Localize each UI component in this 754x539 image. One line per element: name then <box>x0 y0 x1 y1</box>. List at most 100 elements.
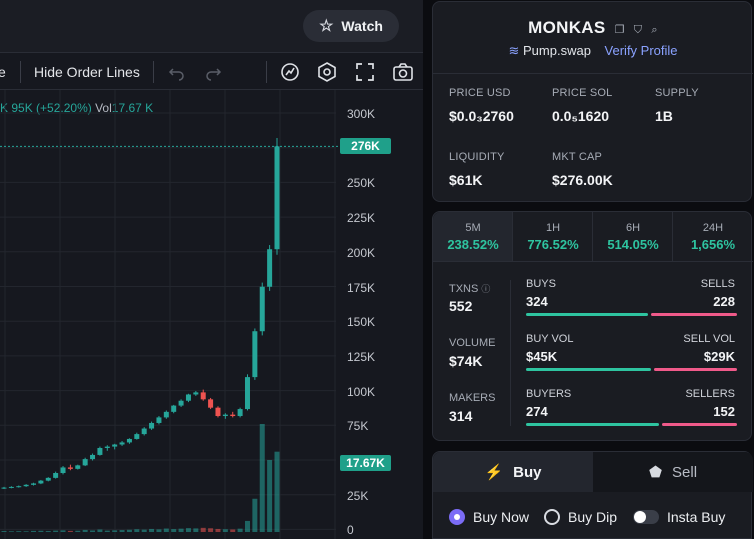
timeframe-label: 1H <box>545 222 561 234</box>
toolbar-partial-item[interactable]: e <box>0 64 6 80</box>
volume-bar <box>75 530 81 532</box>
timeframe-1h[interactable]: 1H 776.52% <box>513 212 593 261</box>
chart-panel: ☆ Watch e Hide Order Lines <box>0 0 423 539</box>
watch-button[interactable]: ☆ Watch <box>303 10 399 42</box>
candle-body <box>163 411 169 418</box>
candle-body <box>45 477 51 481</box>
volume-bar <box>193 528 199 532</box>
watch-label: Watch <box>341 18 383 34</box>
timeframe-label: 5M <box>465 222 481 234</box>
legend-change: 95K (+52.20%) <box>11 101 92 115</box>
liquidity-label: LIQUIDITY <box>449 151 505 163</box>
radio-selected[interactable] <box>449 509 465 525</box>
token-name: MONKAS <box>528 18 606 37</box>
buy-vol-label: BUY VOL <box>526 333 574 345</box>
volume-bar <box>1 531 7 532</box>
divider <box>433 73 753 74</box>
chart-header: ☆ Watch <box>0 0 423 52</box>
volume-bar <box>163 528 169 532</box>
candle-body <box>193 392 199 395</box>
token-title: MONKAS ❐ ⛉ ⌕ <box>433 18 753 38</box>
timeframe-change: 1,656% <box>690 237 736 252</box>
buy-now-label: Buy Now <box>473 509 530 525</box>
indicator-icon[interactable] <box>278 60 302 84</box>
tab-sell[interactable]: ⬟ Sell <box>593 452 753 492</box>
volume-bar <box>156 529 162 532</box>
legend-prefix: K <box>0 101 9 115</box>
sells-bar <box>651 313 737 316</box>
timeframe-24h[interactable]: 24H 1,656% <box>673 212 753 261</box>
shield-icon[interactable]: ⛉ <box>633 24 643 36</box>
candle-body <box>171 405 177 412</box>
volume-bar <box>237 528 243 532</box>
candle-body <box>126 438 132 443</box>
buy-now-option[interactable]: Buy Now <box>449 509 529 525</box>
candle-body <box>53 473 59 478</box>
timeframe-5m[interactable]: 5M 238.52% <box>433 212 513 261</box>
candle-body <box>75 465 81 469</box>
volume-bar <box>82 529 88 532</box>
mkt-cap-label: MKT CAP <box>552 151 603 163</box>
candle-body <box>267 249 273 287</box>
price-axis-tick: 175K <box>347 280 376 295</box>
timeframe-6h[interactable]: 6H 514.05% <box>593 212 673 261</box>
candle-body <box>222 414 228 417</box>
liquidity-value: $61K <box>449 172 483 188</box>
candle-body <box>215 407 221 417</box>
price-sol-label: PRICE SOL <box>552 87 613 99</box>
candlestick-chart[interactable] <box>0 90 423 539</box>
candle-body <box>149 422 155 429</box>
toggle-switch[interactable] <box>633 510 659 524</box>
insta-buy-toggle[interactable]: Insta Buy <box>633 509 725 525</box>
candle-body <box>252 331 258 378</box>
candle-body <box>185 394 191 401</box>
timeframe-label: 24H <box>702 222 724 234</box>
price-axis-tick: 0 <box>347 523 354 538</box>
undo-icon[interactable] <box>165 60 189 84</box>
price-axis-tick: 250K <box>347 176 376 191</box>
legend-vol-label: Vol <box>95 101 112 115</box>
candle-body <box>259 286 265 332</box>
candle-body <box>31 483 37 485</box>
chart-legend: K 95K (+52.20%) Vol17.67 K <box>0 101 153 115</box>
price-sol-value: 0.0₅1620 <box>552 108 610 124</box>
platform-link[interactable]: Pump.swap <box>523 43 591 58</box>
volume-bar <box>38 530 44 532</box>
redo-icon[interactable] <box>201 60 225 84</box>
radio-unselected[interactable] <box>544 509 560 525</box>
copy-icon[interactable]: ❐ <box>614 24 625 36</box>
sell-vol-label: SELL VOL <box>683 333 735 345</box>
timeframe-change: 514.05% <box>607 237 659 252</box>
buy-dip-label: Buy Dip <box>568 509 618 525</box>
timeframe-change: 238.52% <box>447 237 499 252</box>
volume-bar <box>178 528 184 532</box>
volume-bar <box>119 530 125 532</box>
supply-label: SUPPLY <box>655 87 699 99</box>
insta-buy-label: Insta Buy <box>667 509 726 525</box>
search-icon[interactable]: ⌕ <box>651 24 658 36</box>
candle-body <box>244 377 250 410</box>
volume-bar <box>45 531 51 532</box>
verify-profile-link[interactable]: Verify Profile <box>604 43 678 58</box>
candle-body <box>8 486 14 488</box>
volume-bar <box>141 529 147 532</box>
candle-body <box>90 454 96 460</box>
camera-icon[interactable] <box>391 60 415 84</box>
price-axis-tick: 100K <box>347 384 376 399</box>
txns-label: TXNS ⓘ <box>449 283 491 295</box>
buy-dip-option[interactable]: Buy Dip <box>544 509 617 525</box>
fullscreen-icon[interactable] <box>353 60 377 84</box>
volume-value: $74K <box>449 353 483 369</box>
lightning-icon: ⚡ <box>484 464 504 481</box>
volume-bar <box>230 529 236 532</box>
candle-body <box>23 484 29 487</box>
volume-bar <box>244 520 250 532</box>
stats-card: 5M 238.52% 1H 776.52% 6H 514.05% 24H 1,6… <box>432 211 753 441</box>
settings-icon[interactable] <box>315 60 339 84</box>
volume-bar <box>67 530 73 532</box>
hide-order-lines-button[interactable]: Hide Order Lines <box>34 64 140 80</box>
price-usd-label: PRICE USD <box>449 87 511 99</box>
volume-bar <box>208 528 214 532</box>
tab-buy[interactable]: ⚡ Buy <box>433 452 593 492</box>
